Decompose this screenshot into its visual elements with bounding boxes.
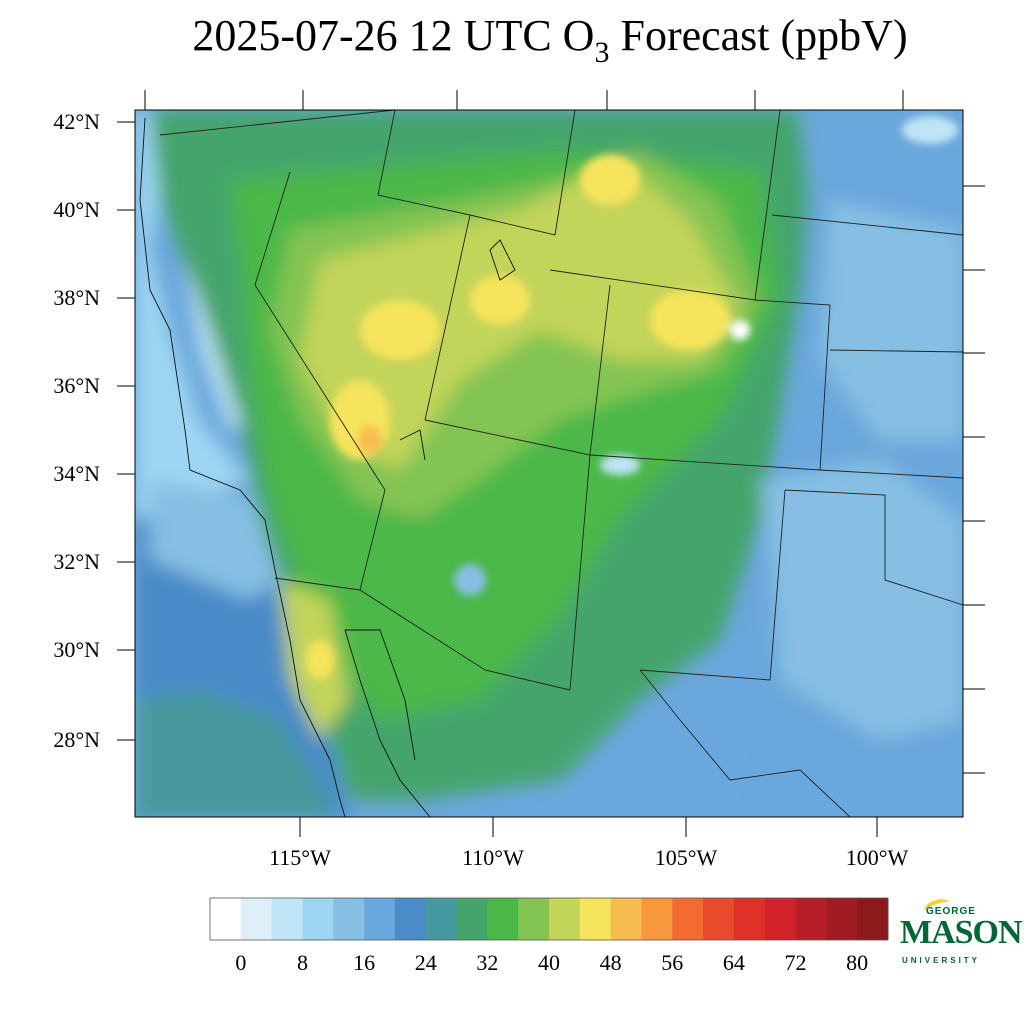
logo-line-university: UNIVERSITY bbox=[902, 956, 981, 965]
lat-label-42n: 42°N bbox=[53, 109, 100, 134]
colorbar-swatch bbox=[394, 898, 427, 940]
state-boundaries bbox=[159, 110, 963, 817]
colorbar-label: 32 bbox=[476, 950, 499, 975]
lat-label-30n: 30°N bbox=[53, 637, 100, 662]
colorbar-label: 48 bbox=[599, 950, 622, 975]
colorbar-label: 8 bbox=[296, 950, 308, 975]
colorbar-label: 24 bbox=[414, 950, 437, 975]
colorbar-swatch bbox=[672, 898, 704, 940]
colorbar-label: 0 bbox=[235, 950, 247, 975]
colorbar-swatch bbox=[271, 898, 303, 940]
colorbar-label: 56 bbox=[661, 950, 684, 975]
concentration-field bbox=[135, 110, 963, 817]
colorbar-swatch bbox=[549, 898, 581, 940]
colorbar-swatch bbox=[641, 898, 673, 940]
colorbar-swatch bbox=[364, 898, 396, 940]
lat-label-36n: 36°N bbox=[53, 373, 100, 398]
colorbar-swatch bbox=[579, 898, 612, 940]
colorbar-swatch bbox=[703, 898, 735, 940]
logo-line-mason: MASON bbox=[900, 914, 1023, 951]
colorbar-swatch bbox=[210, 898, 242, 940]
colorbar-swatch bbox=[487, 898, 519, 940]
colorbar-swatch bbox=[610, 898, 642, 940]
colorbar-label: 16 bbox=[353, 950, 376, 975]
colorbar-swatch bbox=[857, 898, 889, 940]
colorbar-swatch bbox=[240, 898, 273, 940]
lon-label-115w: 115°W bbox=[269, 845, 331, 870]
axis-ticks bbox=[117, 90, 985, 837]
colorbar-label: 80 bbox=[846, 950, 869, 975]
lat-label-38n: 38°N bbox=[53, 285, 100, 310]
lat-label-28n: 28°N bbox=[53, 727, 100, 752]
colorbar-swatch bbox=[302, 898, 334, 940]
logo-line-george: GEORGE bbox=[926, 906, 976, 917]
lat-label-40n: 40°N bbox=[53, 197, 100, 222]
lon-label-110w: 110°W bbox=[462, 845, 524, 870]
colorbar-swatch bbox=[333, 898, 365, 940]
lat-label-32n: 32°N bbox=[53, 549, 100, 574]
colorbar-label: 40 bbox=[538, 950, 560, 975]
lon-label-105w: 105°W bbox=[654, 845, 718, 870]
lat-label-34n: 34°N bbox=[53, 461, 100, 486]
coastline bbox=[139, 117, 516, 817]
map-title: 2025-07-26 12 UTC O3 Forecast (ppbV) bbox=[192, 11, 908, 69]
colorbar-swatch bbox=[733, 898, 766, 940]
map-frame bbox=[134, 109, 964, 818]
colorbar-label: 64 bbox=[722, 950, 745, 975]
colorbar-swatch bbox=[518, 898, 550, 940]
colorbar bbox=[209, 897, 889, 941]
colorbar-swatch bbox=[456, 898, 488, 940]
lon-label-100w: 100°W bbox=[845, 845, 909, 870]
colorbar-swatch bbox=[425, 898, 458, 940]
colorbar-swatch bbox=[795, 898, 827, 940]
colorbar-label: 72 bbox=[784, 950, 807, 975]
colorbar-swatch bbox=[764, 898, 797, 940]
colorbar-frame bbox=[209, 897, 889, 941]
george-mason-logo: GEORGE MASON UNIVERSITY bbox=[898, 896, 1023, 970]
colorbar-swatch bbox=[826, 898, 858, 940]
